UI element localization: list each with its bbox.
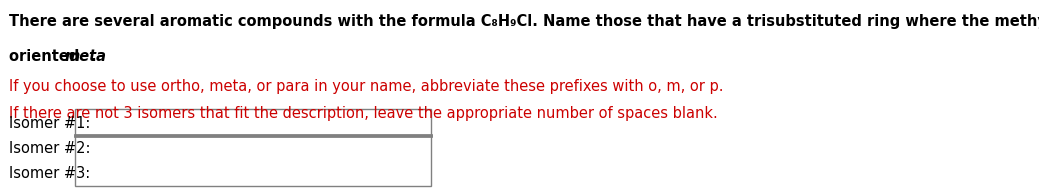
Text: Isomer #2:: Isomer #2: (9, 141, 90, 156)
Text: Isomer #1:: Isomer #1: (9, 116, 90, 131)
Text: There are several aromatic compounds with the formula C₈H₉Cl. Name those that ha: There are several aromatic compounds wit… (9, 14, 1039, 29)
Text: oriented: oriented (9, 49, 85, 64)
Text: Isomer #3:: Isomer #3: (9, 167, 90, 182)
Text: meta: meta (64, 49, 106, 64)
Text: If there are not 3 isomers that fit the description, leave the appropriate numbe: If there are not 3 isomers that fit the … (9, 106, 718, 121)
Text: If you choose to use ortho, meta, or para in your name, abbreviate these prefixe: If you choose to use ortho, meta, or par… (9, 79, 724, 94)
Text: .: . (90, 49, 96, 64)
